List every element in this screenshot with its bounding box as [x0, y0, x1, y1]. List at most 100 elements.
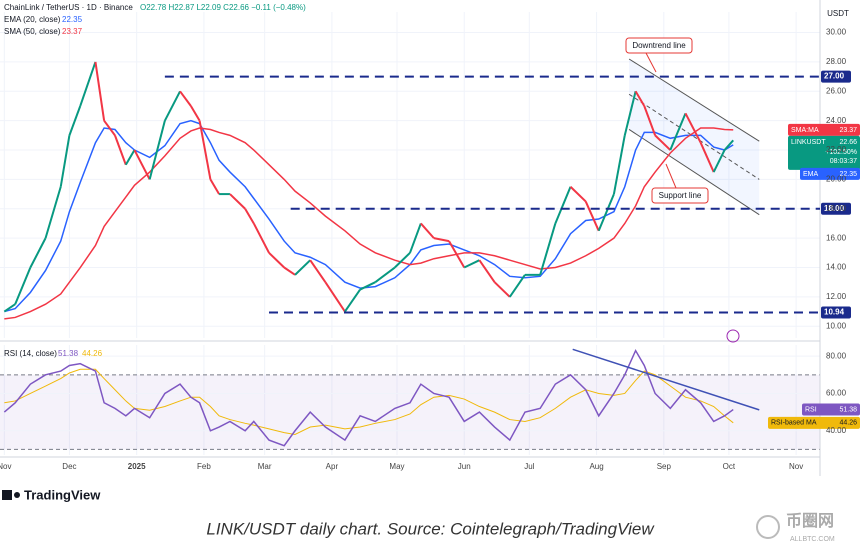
price-segment	[68, 105, 82, 136]
value-tag-label: LINKUSDT	[791, 139, 826, 146]
value-tag	[800, 167, 860, 180]
legend-rsi-ma-value: 44.26	[82, 349, 103, 358]
value-tag-extra: +102.50%	[825, 149, 857, 156]
ma-line	[4, 127, 734, 320]
price-segment	[344, 288, 361, 313]
price-segment	[508, 274, 526, 298]
legend-sma-value: 23.37	[62, 27, 83, 36]
price-segment	[44, 186, 62, 239]
grid	[0, 12, 820, 455]
annotation-arrow	[645, 52, 657, 73]
price-segment	[59, 135, 71, 187]
value-tag-label: RSI-based MA	[771, 420, 817, 427]
x-tick-label: Jun	[458, 462, 471, 471]
value-tag	[788, 123, 860, 136]
value-tag-extra: 08:03:37	[830, 158, 857, 165]
x-tick-label: Nov	[789, 462, 803, 471]
price-segment	[252, 223, 270, 254]
price-segment	[723, 139, 734, 151]
x-tick-label: May	[389, 462, 404, 471]
price-segment	[114, 135, 127, 166]
value-tag	[788, 135, 860, 170]
value-tag-label: RSI	[805, 406, 817, 413]
x-tick-label: Aug	[589, 462, 603, 471]
price-segment	[244, 208, 255, 224]
ohlc: O22.78 H22.87 L22.09 C22.66 −0.11 (−0.48…	[140, 3, 306, 12]
x-tick-label: Apr	[326, 462, 339, 471]
rsi-line	[3, 348, 734, 447]
value-tag-value: 22.35	[839, 171, 857, 178]
price-segment	[699, 142, 715, 173]
price-segment	[478, 259, 496, 283]
price-segment	[539, 223, 557, 276]
price-segment	[420, 222, 435, 239]
x-tick-label: 2025	[128, 462, 146, 471]
value-tag-value: 22.66	[839, 139, 857, 146]
y-tick-label: 12.00	[826, 292, 847, 301]
legend-sma: SMA (50, close)	[4, 27, 61, 36]
price-segment	[103, 120, 116, 136]
price-segment	[623, 91, 637, 136]
value-tag-label: SMA:MA	[791, 127, 819, 134]
y-tick-label: 22.00	[826, 145, 847, 154]
symbol-title: ChainLink / TetherUS · 1D · Binance	[4, 3, 133, 12]
annotation: Support line	[659, 191, 702, 200]
price-segment	[79, 61, 97, 107]
caption: LINK/USDT daily chart. Source: Cointeleg…	[206, 519, 655, 538]
value-tag-value: 51.38	[839, 406, 857, 413]
level-label: 10.94	[824, 308, 845, 317]
legend-ema-value: 22.35	[62, 15, 83, 24]
currency: USDT	[827, 9, 849, 18]
price-segment	[597, 193, 615, 232]
x-tick-label: Jul	[524, 462, 534, 471]
logo	[14, 492, 20, 498]
price-segment	[3, 303, 16, 313]
price-segment	[409, 223, 422, 254]
price-segment	[654, 134, 672, 151]
watermark-logo	[756, 515, 780, 539]
y-tick-label: 80.00	[826, 351, 847, 360]
price-segment	[612, 135, 626, 195]
price-segment	[198, 120, 212, 180]
trendline	[628, 58, 760, 142]
price-segment	[209, 178, 220, 195]
x-tick-label: Dec	[62, 462, 76, 471]
price-segment	[163, 90, 181, 122]
price-segment	[94, 61, 106, 121]
price-segment	[584, 201, 600, 232]
level-label: 27.00	[824, 72, 845, 81]
price-segment	[669, 112, 687, 151]
trendline	[628, 93, 760, 180]
ma-line	[4, 119, 734, 313]
y-tick-label: 60.00	[826, 389, 847, 398]
y-tick-label: 18.00	[826, 204, 847, 213]
price-segment	[569, 186, 587, 203]
x-tick-label: Feb	[197, 462, 211, 471]
watermark-site: ALLBTC.COM	[790, 536, 835, 543]
y-tick-label: 10.00	[826, 321, 847, 330]
price-segment	[309, 259, 327, 283]
y-tick-label: 16.00	[826, 233, 847, 242]
rsi-band	[0, 374, 820, 450]
price-segment	[433, 237, 450, 243]
level-label: 18.00	[824, 204, 845, 213]
price-segment	[712, 149, 726, 173]
price-segment	[294, 259, 311, 276]
overlay: 27.00 18.00 10.94 SMA:MA 23.37 LINKUSDT 22.66 +…	[164, 70, 860, 429]
y-tick-label: 30.00	[826, 28, 847, 37]
level-tag	[821, 202, 851, 215]
value-tag	[802, 403, 860, 416]
price-segment	[133, 149, 151, 180]
price-segment	[148, 120, 166, 180]
watermark: 币圈网	[786, 512, 834, 530]
trendline	[628, 129, 760, 216]
y-tick-label: 24.00	[826, 116, 847, 125]
price-segment	[359, 281, 376, 291]
annotation: Downtrend line	[632, 41, 686, 50]
price-segment	[634, 90, 646, 107]
price-segment	[554, 186, 572, 224]
price-segment	[463, 259, 480, 269]
price-segment	[448, 240, 466, 269]
annotation-arrow	[665, 163, 677, 189]
